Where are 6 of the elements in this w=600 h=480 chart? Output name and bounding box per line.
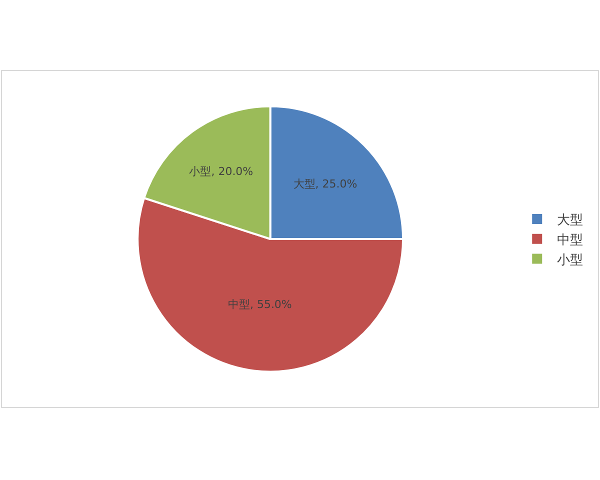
data-label: 中型, 55.0% [228, 298, 292, 312]
legend-label: 大型 [557, 213, 584, 228]
data-label: 大型, 25.0% [293, 178, 358, 191]
legend-label: 小型 [557, 252, 584, 268]
legend-label: 中型 [557, 232, 584, 248]
data-label: 小型, 20.0% [189, 164, 254, 178]
